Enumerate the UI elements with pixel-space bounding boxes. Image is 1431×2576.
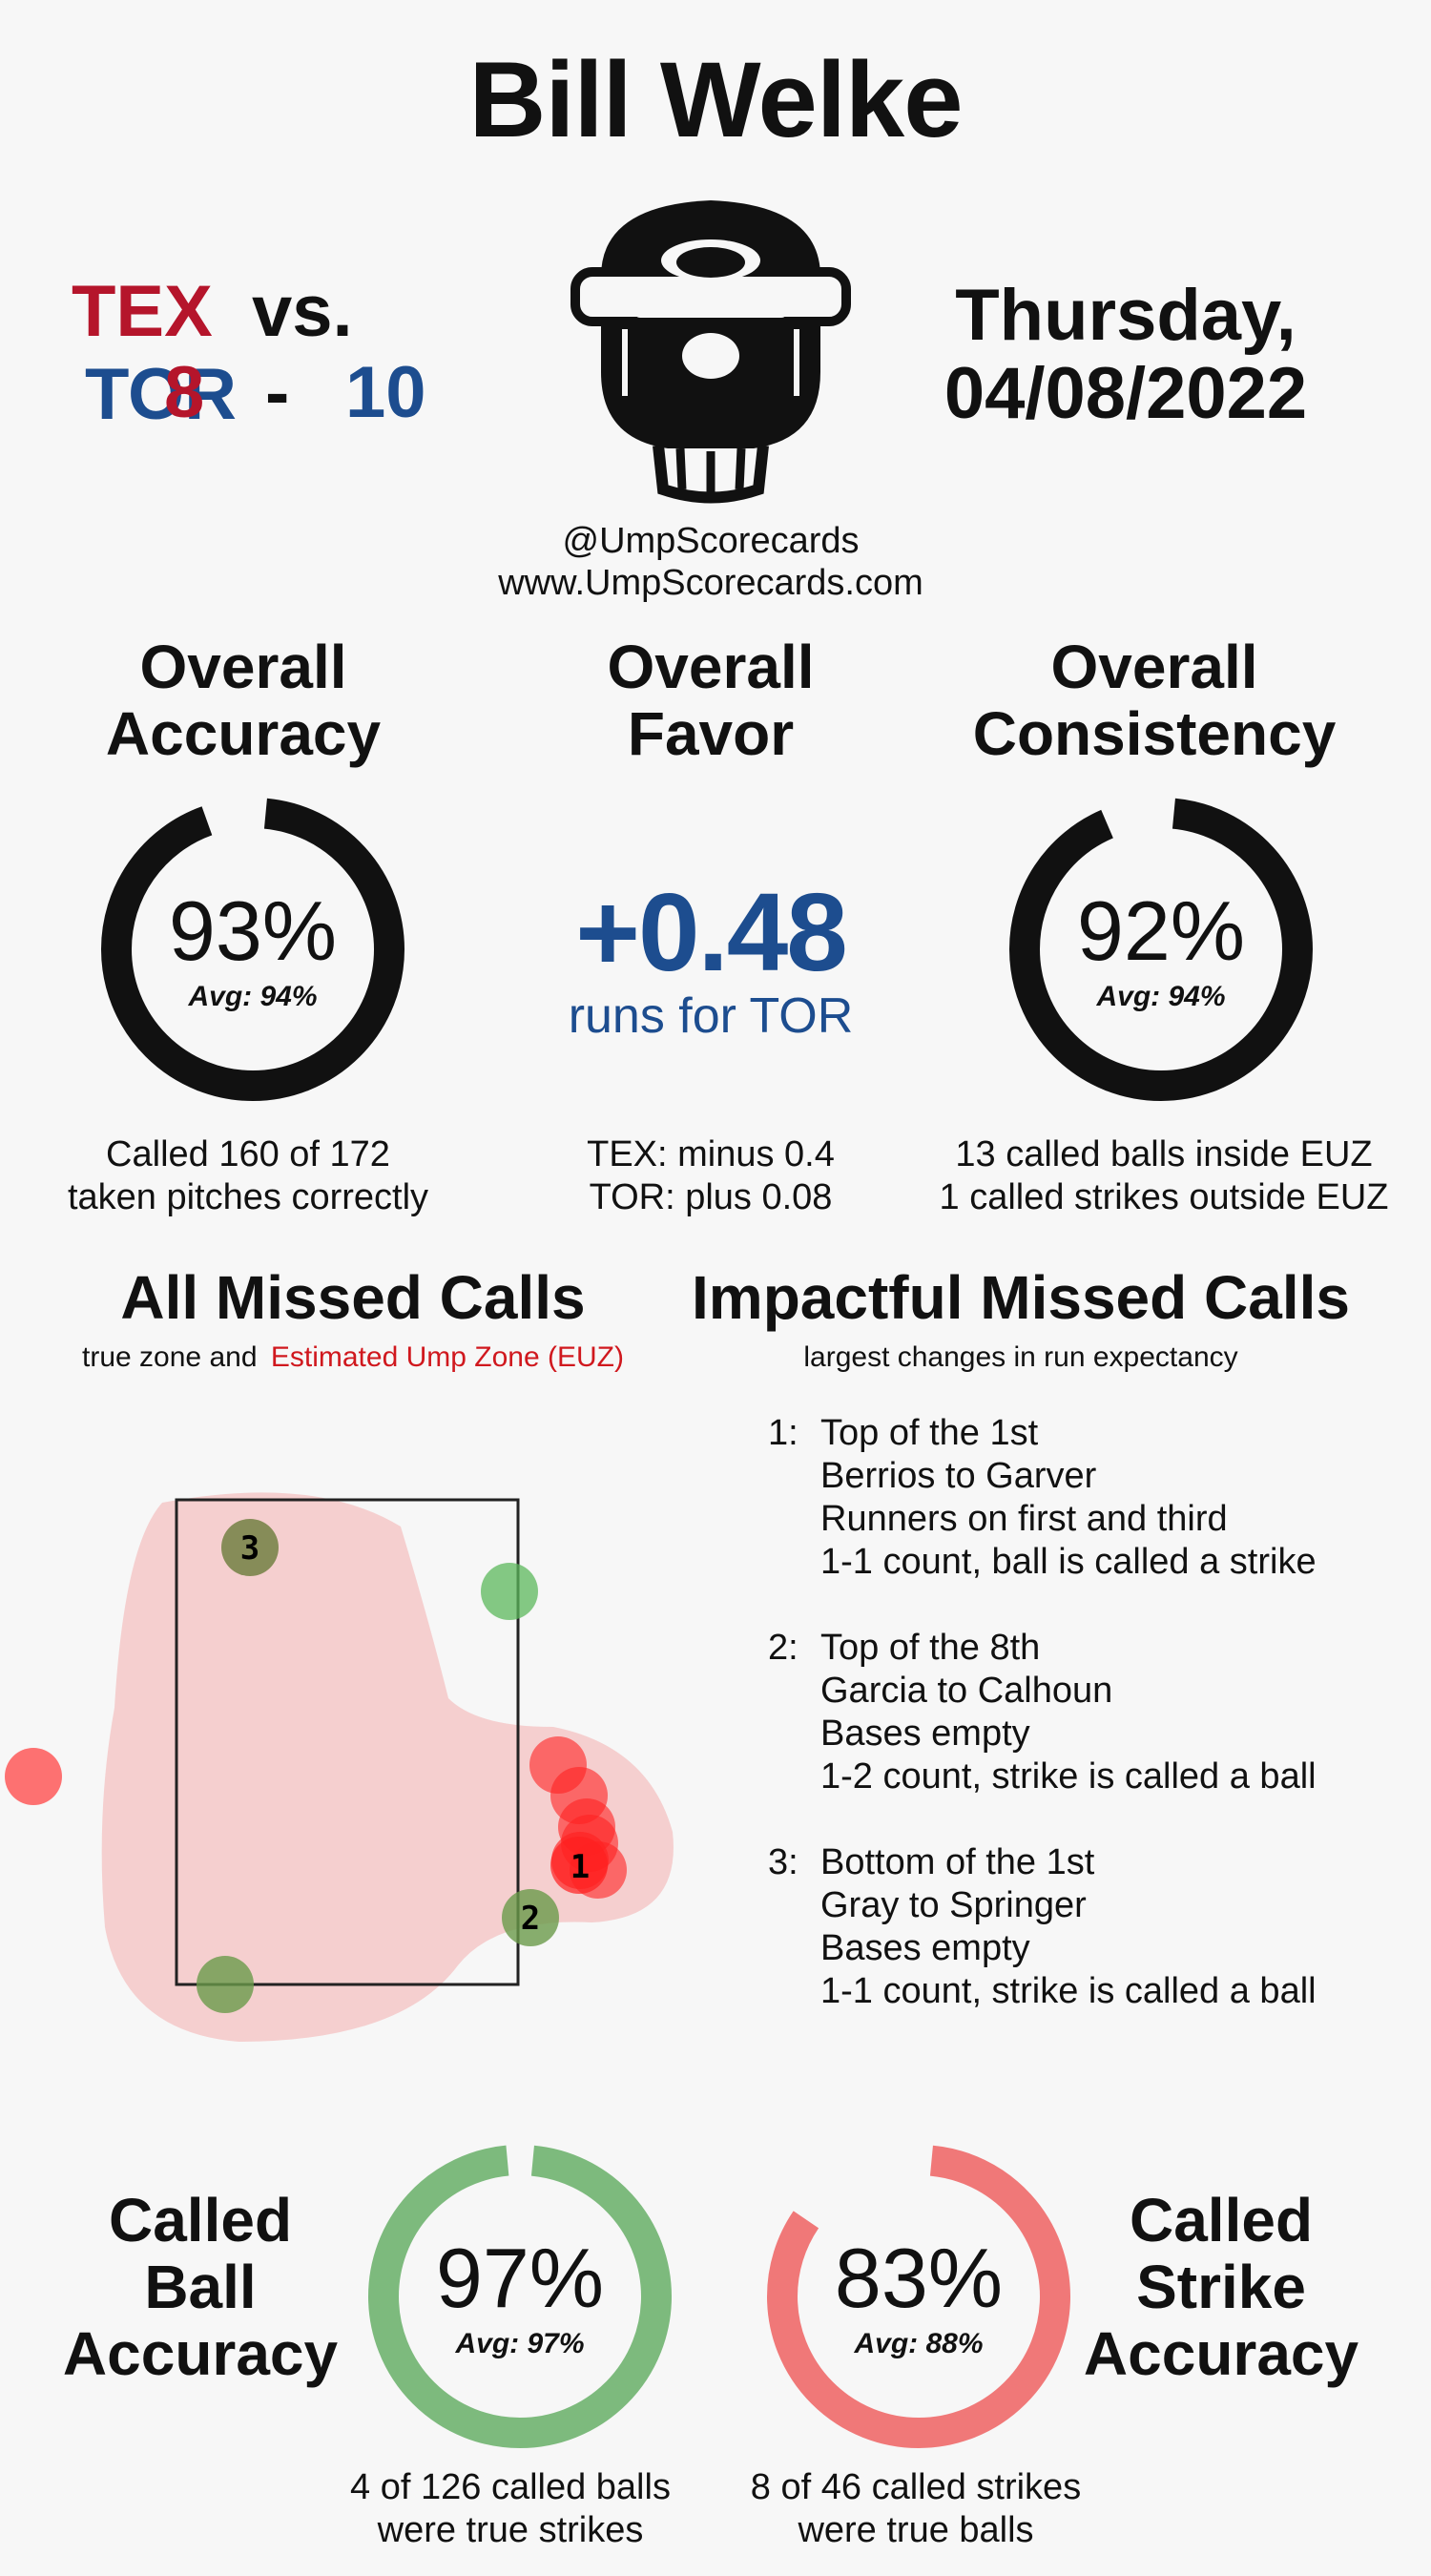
missed-call-3	[221, 1519, 279, 1576]
ball-accuracy-avg: Avg: 97%	[455, 2328, 585, 2359]
game-date: Thursday, 04/08/2022	[944, 275, 1308, 434]
ball-accuracy-desc: 4 of 126 called balls were true strikes	[350, 2467, 671, 2550]
missed-call-1	[550, 1837, 608, 1894]
umpire-name: Bill Welke	[468, 40, 963, 159]
favor-value: +0.48	[575, 870, 848, 994]
umpire-mask-icon	[570, 200, 851, 504]
consistency-title: Overall Consistency	[972, 633, 1337, 768]
branding: @UmpScorecards www.UmpScorecards.com	[410, 520, 1011, 604]
all-missed-title: All Missed Calls	[120, 1263, 586, 1332]
away-score: 8	[164, 352, 205, 433]
accuracy-title: Overall Accuracy	[105, 633, 382, 768]
impactful-item: 3: Bottom of the 1st Gray to Springer Ba…	[768, 1842, 1317, 2011]
strike-accuracy-ring	[767, 2145, 1070, 2448]
favor-desc: TEX: minus 0.4 TOR: plus 0.08	[587, 1134, 835, 1217]
ball-accuracy-title: Called Ball Accuracy	[62, 2186, 339, 2388]
all-missed-subtitle: true zone and Estimated Ump Zone (EUZ)	[82, 1341, 624, 1373]
consistency-value: 92%	[1076, 883, 1246, 978]
strike-accuracy-desc: 8 of 46 called strikes were true balls	[750, 2467, 1082, 2550]
favor-label: runs for TOR	[568, 988, 854, 1044]
consistency-desc: 13 called balls inside EUZ 1 called strik…	[939, 1134, 1389, 1217]
matchup-line: TEX vs. TOR	[72, 270, 529, 436]
accuracy-avg: Avg: 94%	[188, 981, 318, 1012]
impactful-item: 1: Top of the 1st Berrios to Garver Runn…	[768, 1413, 1317, 1582]
missed-call-label-3: 3	[240, 1529, 259, 1568]
accuracy-ring	[101, 798, 404, 1101]
impactful-title: Impactful Missed Calls	[692, 1263, 1350, 1332]
home-team: TOR	[85, 354, 238, 435]
strike-accuracy-value: 83%	[834, 2231, 1004, 2325]
website-link[interactable]: www.UmpScorecards.com	[498, 563, 923, 603]
missed-call-ball	[197, 1956, 254, 2013]
consistency-avg: Avg: 94%	[1096, 981, 1226, 1012]
impactful-list: 1: Top of the 1st Berrios to Garver Runn…	[768, 1412, 1426, 2013]
home-score: 10	[345, 352, 426, 433]
vs-label: vs.	[251, 271, 353, 352]
missed-call-label-2: 2	[521, 1900, 540, 1938]
accuracy-value: 93%	[168, 883, 338, 978]
ball-accuracy-value: 97%	[435, 2231, 605, 2325]
consistency-ring	[1009, 798, 1313, 1101]
missed-call-ball	[481, 1563, 538, 1620]
score-dash: -	[265, 352, 290, 433]
impactful-item: 2: Top of the 8th Garcia to Calhoun Base…	[768, 1628, 1317, 1797]
twitter-handle[interactable]: @UmpScorecards	[562, 521, 860, 561]
missed-call-strike	[5, 1748, 62, 1805]
missed-call-label-1: 1	[570, 1848, 590, 1886]
accuracy-desc: Called 160 of 172 taken pitches correctly	[67, 1134, 429, 1217]
impactful-subtitle: largest changes in run expectancy	[803, 1341, 1238, 1373]
away-team: TEX	[72, 271, 213, 352]
ball-accuracy-ring	[368, 2145, 672, 2448]
strike-accuracy-title: Called Strike Accuracy	[1083, 2186, 1359, 2388]
strike-accuracy-avg: Avg: 88%	[854, 2328, 984, 2359]
missed-call-2	[502, 1889, 559, 1946]
zone-plot: 1 2 3	[5, 1492, 674, 2042]
euz-region	[101, 1492, 674, 2042]
strike-zone	[175, 1498, 520, 1986]
favor-title: Overall Favor	[607, 633, 815, 768]
